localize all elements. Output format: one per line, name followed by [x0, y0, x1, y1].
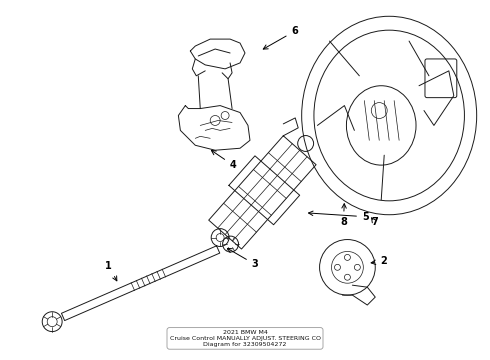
Text: 7: 7 [371, 217, 378, 227]
Text: 5: 5 [309, 211, 368, 222]
Text: 1: 1 [105, 261, 117, 281]
Text: 3: 3 [227, 248, 258, 269]
Text: 6: 6 [263, 26, 298, 49]
Text: 2: 2 [371, 256, 387, 266]
Text: 2021 BMW M4
Cruise Control MANUALLY ADJUST. STEERING CO
Diagram for 32309504272: 2021 BMW M4 Cruise Control MANUALLY ADJU… [170, 330, 320, 347]
Text: 4: 4 [211, 150, 237, 170]
Text: 8: 8 [340, 204, 347, 227]
